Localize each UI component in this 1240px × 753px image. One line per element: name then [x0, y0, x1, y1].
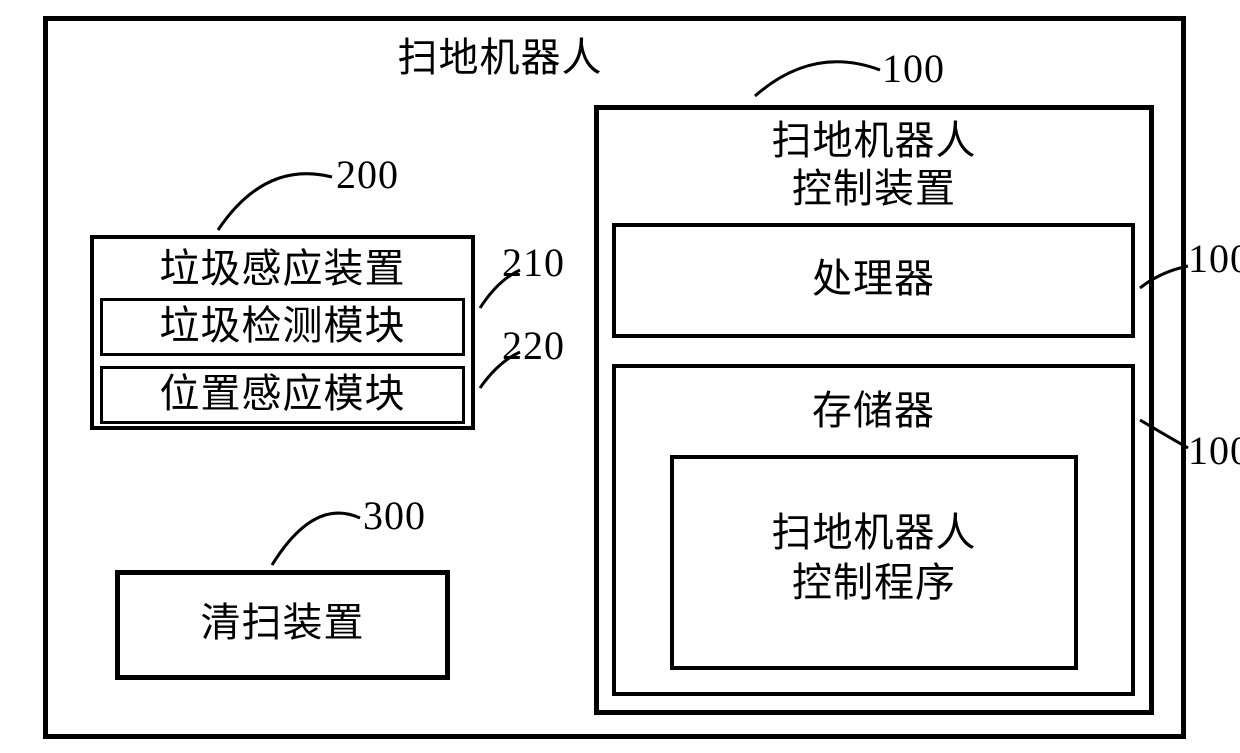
- leader-210: [480, 270, 520, 308]
- leader-100: [755, 62, 880, 96]
- leader-220: [480, 352, 520, 388]
- leader-lines: [0, 0, 1240, 753]
- leader-300: [272, 513, 360, 565]
- leader-1001: [1140, 266, 1188, 288]
- leader-1002: [1140, 420, 1188, 448]
- leader-200: [218, 174, 332, 230]
